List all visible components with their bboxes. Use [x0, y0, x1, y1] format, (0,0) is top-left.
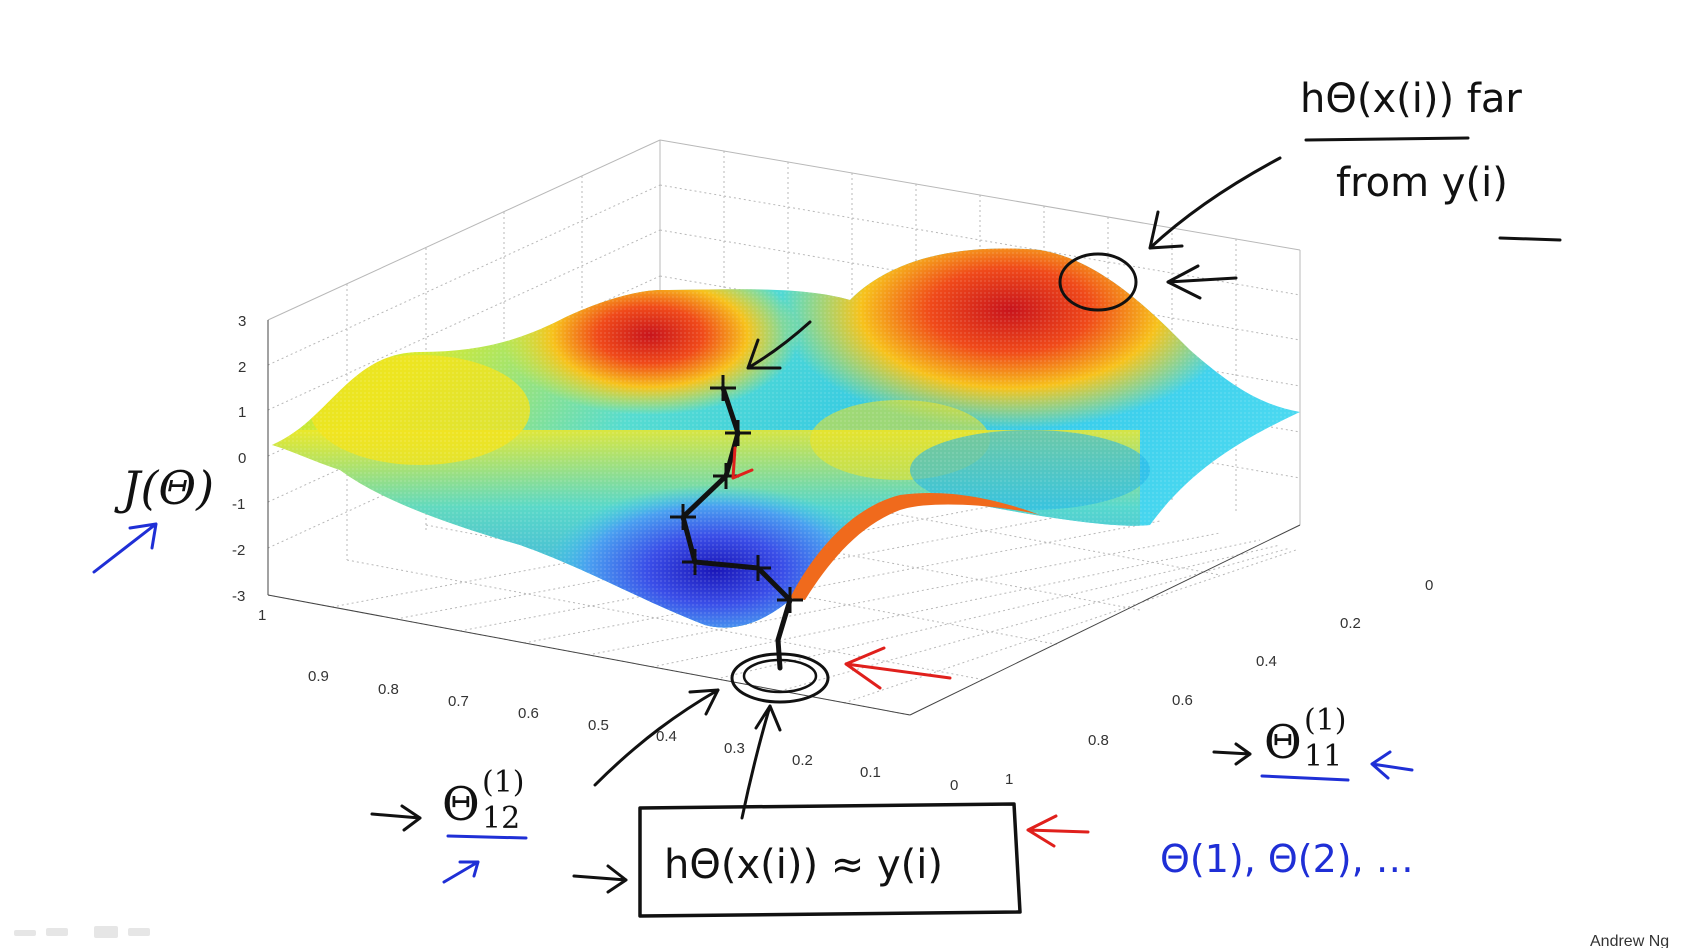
- theta-list-note: Θ(1), Θ(2), …: [1160, 837, 1414, 881]
- y-tick: 0.6: [1172, 692, 1193, 709]
- x-tick: 0.5: [588, 717, 609, 734]
- menu-icon: [128, 928, 150, 936]
- y-tick: 0: [1425, 577, 1433, 594]
- z-tick: -1: [232, 496, 245, 513]
- z-tick: 1: [238, 404, 246, 421]
- z-tick: -3: [232, 588, 245, 605]
- x-tick: 0.2: [792, 752, 813, 769]
- pen-icon: [14, 930, 36, 936]
- x-tick: 0.7: [448, 693, 469, 710]
- y-axis-label-sub: 11: [1304, 739, 1342, 774]
- x-axis-label-sub: 12: [482, 801, 520, 836]
- y-tick: 0.2: [1340, 615, 1361, 632]
- minimum-note: hΘ(x(i)) ≈ y(i): [664, 842, 943, 888]
- eraser-icon: [94, 926, 118, 938]
- x-axis: 1 0.9 0.8 0.7 0.6 0.5 0.4 0.3 0.2 0.1 0: [258, 607, 958, 794]
- x-tick: 0.3: [724, 740, 745, 757]
- highlighter-icon: [46, 928, 68, 936]
- x-tick: 0.8: [378, 681, 399, 698]
- x-tick: 1: [258, 607, 266, 624]
- y-tick: 0.8: [1088, 732, 1109, 749]
- x-tick: 0.9: [308, 668, 329, 685]
- peak-note-numerator: hΘ(x(i)) far: [1300, 76, 1522, 122]
- cost-surface: [260, 190, 1320, 655]
- y-tick: 1: [1005, 771, 1013, 788]
- x-axis-label-sup: (1): [482, 765, 525, 800]
- credit: Andrew Ng: [1590, 933, 1669, 948]
- x-tick: 0.6: [518, 705, 539, 722]
- z-tick: 2: [238, 359, 246, 376]
- x-tick: 0: [950, 777, 958, 794]
- player-controls: [14, 926, 150, 938]
- y-axis-label: Θ (1) 11: [1264, 703, 1347, 774]
- x-tick: 0.1: [860, 764, 881, 781]
- z-tick: -2: [232, 542, 245, 559]
- x-axis-label: Θ (1) 12: [442, 765, 525, 836]
- z-axis-label: J(Θ): [114, 461, 214, 515]
- y-axis-label-symbol: Θ: [1264, 715, 1302, 769]
- z-axis: 3 2 1 0 -1 -2 -3: [232, 313, 246, 605]
- x-axis-label-symbol: Θ: [442, 777, 480, 831]
- peak-note-denominator: from y(i): [1336, 160, 1508, 206]
- z-tick: 0: [238, 450, 246, 467]
- y-tick: 0.4: [1256, 653, 1277, 670]
- y-axis-label-sup: (1): [1304, 703, 1347, 738]
- z-tick: 3: [238, 313, 246, 330]
- y-axis: 0 0.2 0.4 0.6 0.8 1: [1005, 577, 1433, 788]
